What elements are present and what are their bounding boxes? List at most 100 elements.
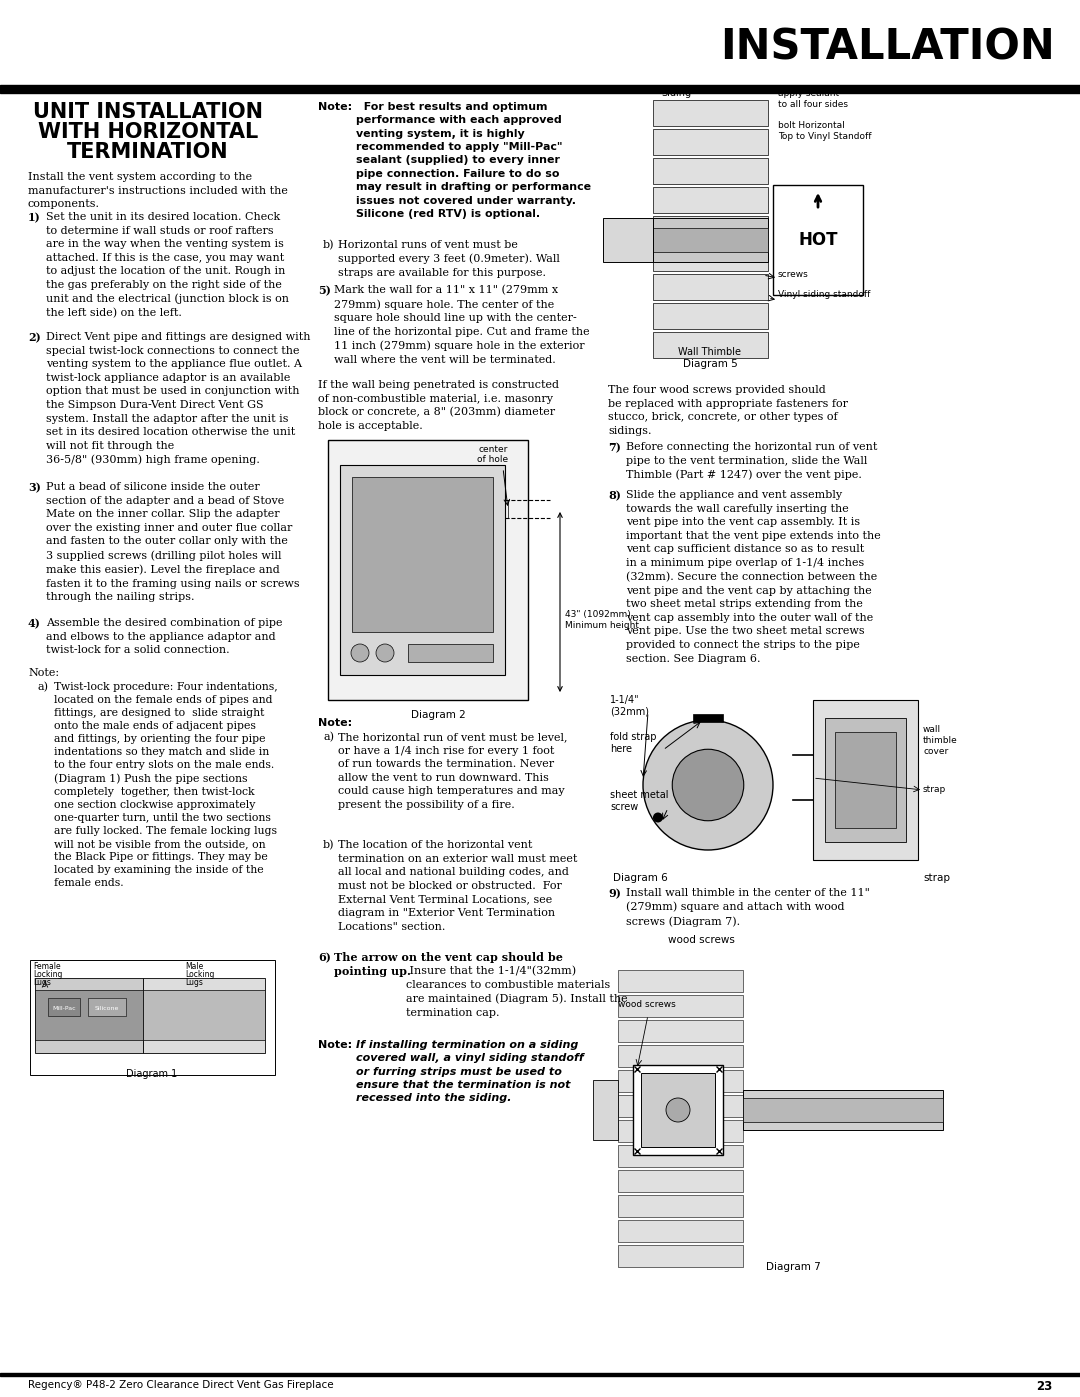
Text: Regency® P48-2 Zero Clearance Direct Vent Gas Fireplace: Regency® P48-2 Zero Clearance Direct Ven… [28,1380,334,1390]
Text: Note:: Note: [318,1039,352,1051]
Text: The arrow on the vent cap should be: The arrow on the vent cap should be [334,951,563,963]
Text: strap: strap [923,873,950,883]
Bar [653,244,768,271]
Text: Direct Vent pipe and fittings are designed with
special twist-lock connections t: Direct Vent pipe and fittings are design… [46,332,311,465]
Bar [835,732,896,828]
Text: cover: cover [923,747,948,756]
Text: Horizontal runs of vent must be
supported every 3 feet (0.9meter). Wall
straps a: Horizontal runs of vent must be supporte… [338,240,559,278]
Bar [825,718,906,842]
Circle shape [653,813,663,823]
Bar [618,1070,743,1092]
Bar [653,228,768,251]
Text: Assemble the desired combination of pipe
and elbows to the appliance adaptor and: Assemble the desired combination of pipe… [46,617,283,655]
Bar [48,997,80,1016]
Text: strap: strap [923,785,946,793]
Text: 23: 23 [1036,1380,1052,1393]
Circle shape [666,1098,690,1122]
Bar [408,644,492,662]
Text: If installing termination on a siding
covered wall, a vinyl siding standoff
or f: If installing termination on a siding co… [356,1039,584,1104]
Bar [0,1373,1080,1376]
Text: Female: Female [33,963,60,971]
Text: 5): 5) [318,285,330,296]
Text: Note:: Note: [28,668,59,678]
Circle shape [643,719,773,849]
Bar [653,187,768,212]
Bar [35,990,143,1039]
Bar [618,1120,743,1141]
Text: b): b) [323,240,335,250]
Bar [653,101,768,126]
Bar [633,1065,723,1155]
Text: For best results and optimum
performance with each approved
venting system, it i: For best results and optimum performance… [356,102,591,219]
Bar [743,1090,943,1130]
Text: The location of the horizontal vent
termination on an exterior wall must meet
al: The location of the horizontal vent term… [338,840,578,932]
Bar [618,1020,743,1042]
Bar [618,1171,743,1192]
Text: bolt Horizontal: bolt Horizontal [778,122,845,130]
Text: Wall Thimble: Wall Thimble [678,346,742,358]
Bar [743,1098,943,1122]
Bar [653,218,768,263]
Text: WITH HORIZONTAL: WITH HORIZONTAL [38,122,258,142]
Text: 43" (1092mm)
Minimum height: 43" (1092mm) Minimum height [565,610,639,630]
Text: Locking: Locking [185,970,214,979]
Text: 3): 3) [28,482,41,493]
Circle shape [672,749,744,821]
Text: pointing up.: pointing up. [334,965,410,977]
Bar [653,129,768,155]
Text: Install the vent system according to the
manufacturer's instructions included wi: Install the vent system according to the… [28,172,288,210]
Text: If the wall being penetrated is constructed
of non-combustible material, i.e. ma: If the wall being penetrated is construc… [318,380,559,432]
Text: 6): 6) [318,951,330,963]
Bar [653,158,768,184]
Text: wood screws: wood screws [618,1000,676,1009]
Bar [143,978,265,1053]
Text: a): a) [323,732,334,742]
Circle shape [376,644,394,662]
Bar [618,970,743,992]
Text: INSTALLATION: INSTALLATION [720,27,1055,68]
Text: sheet metal: sheet metal [610,789,669,800]
Bar [773,184,863,295]
Text: 9): 9) [608,888,621,900]
Text: Siding: Siding [661,88,691,98]
Text: UNIT INSTALLATION: UNIT INSTALLATION [33,102,264,122]
Text: Before connecting the horizontal run of vent
pipe to the vent termination, slide: Before connecting the horizontal run of … [626,441,877,481]
Text: TERMINATION: TERMINATION [67,142,229,162]
Bar [653,217,768,242]
Text: Mill-Pac: Mill-Pac [52,1006,76,1010]
Text: Note:: Note: [318,102,352,112]
Bar [143,990,265,1039]
Text: The horizontal run of vent must be level,
or have a 1/4 inch rise for every 1 fo: The horizontal run of vent must be level… [338,732,567,810]
Text: The four wood screws provided should
be replaced with appropriate fasteners for
: The four wood screws provided should be … [608,386,848,436]
Text: Diagram 6: Diagram 6 [613,873,667,883]
Text: apply sealant: apply sealant [778,89,839,98]
Text: Diagram 1: Diagram 1 [126,1069,177,1078]
Bar [653,332,768,358]
Bar [593,1080,618,1140]
Text: 4): 4) [28,617,41,629]
Text: Silicone: Silicone [95,1006,119,1010]
Text: 8): 8) [608,490,621,502]
Bar [618,1095,743,1118]
Text: to all four sides: to all four sides [778,101,848,109]
Text: Put a bead of silicone inside the outer
section of the adapter and a bead of Sto: Put a bead of silicone inside the outer … [46,482,299,602]
Text: wood screws: wood screws [669,935,734,944]
Text: here: here [610,745,632,754]
Text: Twist-lock procedure: Four indentations,
located on the female ends of pipes and: Twist-lock procedure: Four indentations,… [54,682,278,888]
Bar [653,303,768,330]
Bar [352,476,492,631]
Text: Set the unit in its desired location. Check
to determine if wall studs or roof r: Set the unit in its desired location. Ch… [46,212,289,319]
Text: Lugs: Lugs [185,978,203,988]
Bar [813,700,918,861]
Text: Lugs: Lugs [33,978,51,988]
Bar [618,995,743,1017]
Bar [328,440,528,700]
Text: Top to Vinyl Standoff: Top to Vinyl Standoff [778,131,872,141]
Bar [35,978,143,1053]
Text: thimble: thimble [923,736,958,745]
Text: Male: Male [185,963,203,971]
Text: Slide the appliance and vent assembly
towards the wall carefully inserting the
v: Slide the appliance and vent assembly to… [626,490,881,664]
Text: HOT: HOT [798,231,838,249]
Text: center
of hole: center of hole [477,446,509,464]
Bar [653,274,768,300]
